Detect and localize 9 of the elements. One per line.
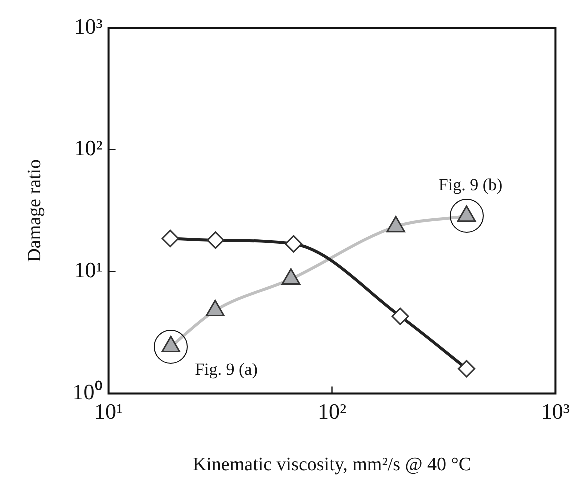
x-axis-title: Kinematic viscosity, mm²/s @ 40 °C <box>192 454 472 476</box>
annotation: Fig. 9 (b) <box>438 175 503 194</box>
y-axis-title: Damage ratio <box>24 159 46 262</box>
y-tick-label: 10² <box>74 136 104 161</box>
x-tick-label: 10³ <box>541 398 570 424</box>
annotation: Fig. 9 (a) <box>195 360 258 379</box>
x-tick-label: 10² <box>318 398 347 424</box>
y-tick-label: 10³ <box>74 14 104 39</box>
y-tick-label: 10¹ <box>74 258 103 283</box>
